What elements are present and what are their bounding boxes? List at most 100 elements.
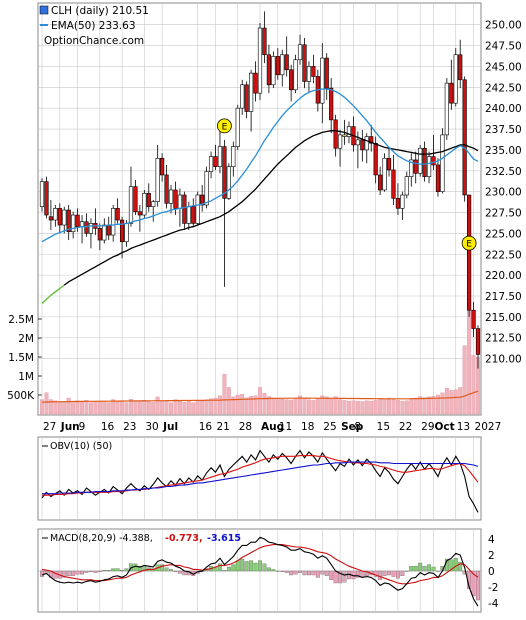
candle-body <box>275 56 280 76</box>
candle-body <box>266 54 271 86</box>
price-tick-label: 245.00 <box>485 61 522 73</box>
macd-hist-bar <box>342 570 347 583</box>
macd-hist-bar <box>311 570 316 576</box>
candle-body <box>106 224 111 236</box>
volume-bar <box>409 398 414 415</box>
macd-hist-bar <box>315 570 320 578</box>
price-tick-label: 217.50 <box>485 291 522 303</box>
candle-body <box>329 87 334 121</box>
candle-body <box>404 176 409 196</box>
candle-body <box>244 84 249 112</box>
volume-bar <box>84 400 89 415</box>
macd-hist-bar <box>436 570 440 572</box>
macd-hist-bar <box>364 570 369 576</box>
volume-bar <box>369 400 374 415</box>
volume-bar <box>97 401 102 415</box>
candle-body <box>262 27 267 56</box>
volume-bar <box>66 397 71 415</box>
x-tick-label: Oct <box>435 421 455 433</box>
volume-bar <box>471 354 476 415</box>
volume-bar <box>218 395 222 415</box>
candle-body <box>400 194 405 209</box>
macd-hist-bar <box>320 570 325 575</box>
price-tick-label: 237.50 <box>485 124 522 136</box>
candle-body <box>386 157 392 171</box>
candle-body <box>124 223 129 243</box>
price-tick-label: 222.50 <box>485 249 522 261</box>
candle-body <box>44 181 49 216</box>
price-tick-label: 210.00 <box>485 354 522 366</box>
price-tick-label: 242.50 <box>485 82 522 94</box>
candle-body <box>431 156 436 166</box>
candle-body <box>204 171 209 206</box>
volume-bar <box>182 402 187 415</box>
volume-bar <box>88 402 93 415</box>
x-tick-label: 11 <box>279 421 292 433</box>
price-tick-label: 212.50 <box>485 333 522 345</box>
volume-bar <box>467 307 472 415</box>
macd-hist-bar <box>160 564 165 572</box>
macd-hist-bar <box>449 559 454 572</box>
volume-bar <box>404 400 409 415</box>
volume-tick-label: 2M <box>18 333 34 345</box>
volume-bar <box>324 396 329 415</box>
macd-hist-bar <box>306 570 311 576</box>
volume-tick-label: 1M <box>18 371 34 383</box>
macd-hist-bar <box>44 570 49 575</box>
candle-body <box>311 66 316 77</box>
macd-hist-bar <box>66 570 71 576</box>
volume-bar <box>444 388 449 415</box>
volume-bar <box>418 396 423 415</box>
candle-body <box>449 82 454 104</box>
obv-lines <box>41 449 479 513</box>
candle-body <box>435 164 441 192</box>
macd-hist-bar <box>173 570 178 572</box>
macd-hist-bar <box>164 567 169 572</box>
volume-bar <box>155 396 160 415</box>
candle-body <box>333 119 338 149</box>
x-tick-label: 16 <box>101 421 115 433</box>
candle-body <box>422 147 427 177</box>
volume-tick-label: 1.5M <box>8 352 34 364</box>
macd-hist-bar <box>404 570 409 572</box>
macd-hist-bar <box>471 570 476 596</box>
volume-bar <box>75 400 80 415</box>
volume-bar <box>129 399 133 415</box>
x-tick-label: Aug <box>261 421 284 433</box>
candle-body <box>418 147 423 174</box>
candle-body <box>426 156 432 177</box>
macd-hist-bar <box>177 570 182 574</box>
macd-hist-bar <box>458 562 463 572</box>
candle-body <box>133 186 138 212</box>
macd-hist-bar <box>400 570 405 576</box>
volume-bar <box>333 396 338 415</box>
candle-body <box>271 56 276 86</box>
macd-hist-bar <box>253 562 258 572</box>
x-tick-label: 2027 <box>475 421 502 433</box>
candle-body <box>102 224 107 241</box>
macd-hist-bar <box>275 570 280 572</box>
candle-body <box>240 84 245 109</box>
candle-body <box>173 189 178 209</box>
candle-body <box>382 157 387 191</box>
macd-hist-bar <box>293 570 298 575</box>
macd-hist-bar <box>476 570 480 601</box>
volume-bar <box>400 400 405 415</box>
candle-body <box>475 328 481 355</box>
macd-hist-bar <box>106 570 111 572</box>
macd-hist-bar <box>71 570 76 576</box>
candle-body <box>164 174 169 204</box>
candle-body <box>88 223 94 234</box>
volume-bar <box>262 392 267 415</box>
macd-hist-bar <box>378 570 383 580</box>
macd-hist-bar <box>262 563 267 572</box>
volume-bar <box>244 397 249 415</box>
candle-body <box>346 126 352 137</box>
candle-body <box>151 201 156 207</box>
volume-bar <box>204 399 209 415</box>
candle-body <box>186 206 191 224</box>
ma200-line <box>63 130 479 286</box>
volume-bar <box>453 389 458 415</box>
macd-hist-bar <box>453 558 458 572</box>
